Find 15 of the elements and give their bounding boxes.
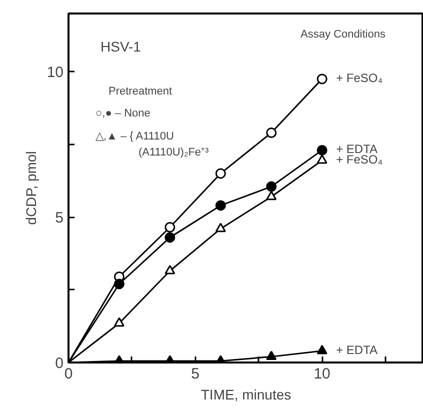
annotation: (A1110U)₂Fe⁺³ (138, 146, 210, 158)
annotation: Assay Conditions (300, 28, 386, 40)
annotation: HSV-1 (100, 38, 142, 54)
x-tick-label: 10 (314, 366, 330, 382)
annotation: ○,● – None (96, 108, 150, 120)
annotation: Pretreatment (108, 86, 172, 98)
y-axis-title: dCDP, pmol (22, 151, 39, 225)
series-label: + EDTA (336, 342, 378, 357)
x-axis-title: TIME, minutes (200, 386, 292, 402)
y-tick-label: 0 (55, 355, 64, 372)
y-tick-label: 10 (46, 64, 64, 82)
annotation: △,▲ – { A1110U (96, 130, 174, 142)
x-tick-label: 5 (191, 366, 200, 382)
y-tick-label: 5 (55, 210, 64, 227)
series-label: + FeSO₄ (336, 70, 383, 85)
